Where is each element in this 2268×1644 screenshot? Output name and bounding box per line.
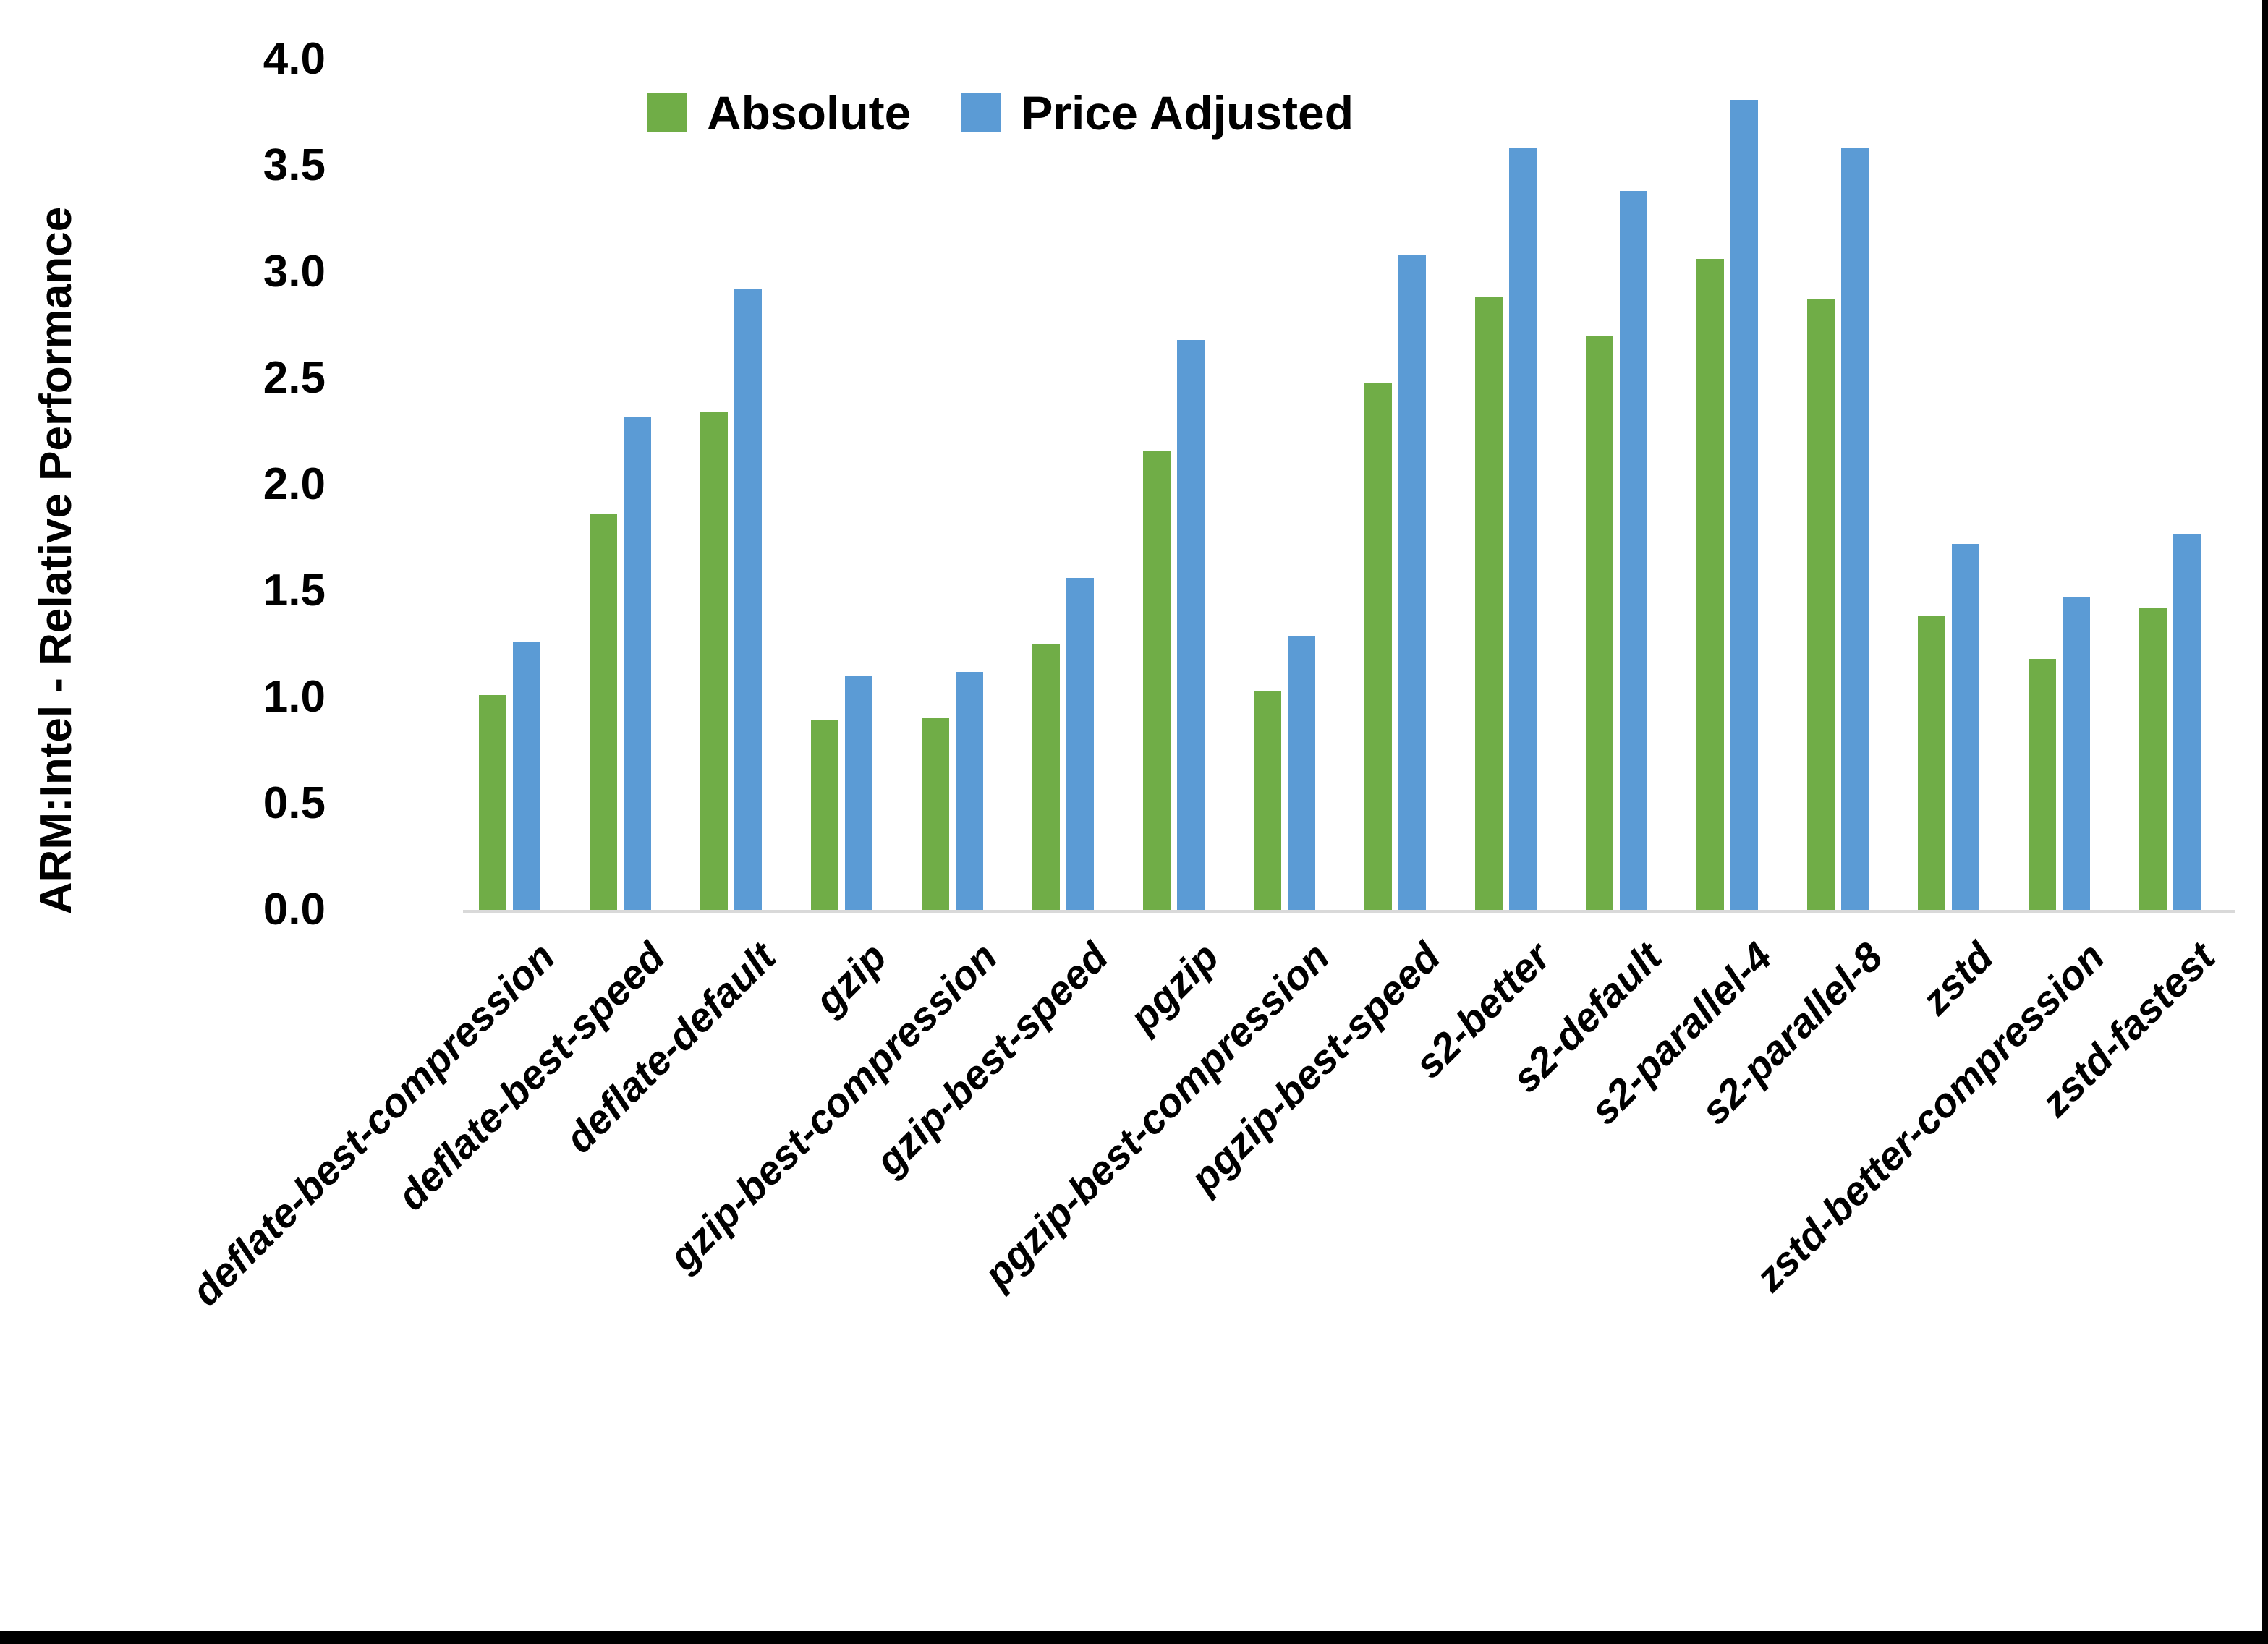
bar-pgzip-best-compression-price-adjusted[interactable] — [1288, 636, 1315, 910]
frame-bottom-edge — [0, 1631, 2268, 1644]
y-tick-label: 3.0 — [263, 247, 326, 297]
bar-group-pgzip-best-compression — [1254, 59, 1316, 910]
bar-s2-parallel-8-absolute[interactable] — [1807, 299, 1835, 910]
legend-label: Price Adjusted — [1021, 86, 1354, 140]
bar-deflate-best-speed-absolute[interactable] — [590, 514, 617, 910]
legend: Absolute Price Adjusted — [647, 85, 1354, 140]
bar-group-s2-parallel-4 — [1696, 59, 1759, 910]
bar-group-deflate-default — [700, 59, 763, 910]
bar-group-pgzip-best-speed — [1364, 59, 1427, 910]
legend-label: Absolute — [707, 86, 912, 140]
bar-pgzip-best-speed-price-adjusted[interactable] — [1398, 255, 1426, 910]
bar-pgzip-absolute[interactable] — [1143, 451, 1171, 910]
frame-right-edge — [2262, 0, 2268, 1644]
bar-group-s2-better — [1475, 59, 1537, 910]
bar-s2-better-absolute[interactable] — [1475, 297, 1503, 910]
bar-s2-better-price-adjusted[interactable] — [1509, 148, 1537, 910]
legend-swatch-icon — [647, 93, 687, 132]
bar-s2-parallel-8-price-adjusted[interactable] — [1841, 148, 1869, 910]
bar-group-deflate-best-compression — [479, 59, 541, 910]
y-axis-title: ARM:Intel - Relative Performance — [31, 206, 81, 915]
y-tick-label: 2.0 — [263, 459, 326, 509]
y-tick-label: 0.0 — [263, 885, 326, 934]
bar-deflate-default-price-adjusted[interactable] — [734, 289, 762, 910]
bar-zstd-absolute[interactable] — [1918, 616, 1945, 910]
x-label-gzip: gzip — [805, 933, 896, 1023]
bar-deflate-best-compression-absolute[interactable] — [479, 695, 506, 910]
bar-pgzip-best-compression-absolute[interactable] — [1254, 691, 1281, 910]
y-tick-label: 3.5 — [263, 140, 326, 190]
bar-deflate-default-absolute[interactable] — [700, 412, 728, 910]
bar-group-s2-default — [1586, 59, 1648, 910]
y-tick-label: 1.5 — [263, 566, 326, 616]
bar-gzip-best-speed-price-adjusted[interactable] — [1066, 578, 1094, 910]
bar-zstd-fastest-price-adjusted[interactable] — [2173, 534, 2201, 910]
bar-zstd-better-compression-price-adjusted[interactable] — [2063, 597, 2090, 910]
bar-group-gzip — [811, 59, 873, 910]
bar-deflate-best-speed-price-adjusted[interactable] — [624, 417, 651, 910]
bar-s2-default-absolute[interactable] — [1586, 336, 1613, 910]
bar-zstd-better-compression-absolute[interactable] — [2029, 659, 2056, 910]
bar-zstd-price-adjusted[interactable] — [1952, 544, 1979, 910]
x-label-pgzip: pgzip — [1120, 933, 1228, 1041]
bar-s2-parallel-4-absolute[interactable] — [1696, 259, 1724, 910]
bar-s2-default-price-adjusted[interactable] — [1620, 191, 1647, 910]
bar-group-gzip-best-speed — [1032, 59, 1095, 910]
legend-item-absolute[interactable]: Absolute — [647, 85, 911, 140]
bar-s2-parallel-4-price-adjusted[interactable] — [1730, 100, 1758, 910]
bar-group-deflate-best-speed — [590, 59, 652, 910]
bar-pgzip-best-speed-absolute[interactable] — [1364, 383, 1392, 910]
legend-swatch-icon — [961, 93, 1001, 132]
bar-group-zstd — [1918, 59, 1980, 910]
x-label-zstd: zstd — [1912, 933, 2002, 1023]
bar-zstd-fastest-absolute[interactable] — [2139, 608, 2167, 910]
y-tick-label: 2.5 — [263, 353, 326, 403]
bar-group-pgzip — [1143, 59, 1205, 910]
y-tick-label: 0.5 — [263, 778, 326, 828]
bar-pgzip-price-adjusted[interactable] — [1177, 340, 1205, 910]
bar-group-zstd-fastest — [2139, 59, 2201, 910]
y-tick-label: 4.0 — [263, 34, 326, 84]
y-tick-label: 1.0 — [263, 672, 326, 722]
bar-group-s2-parallel-8 — [1807, 59, 1869, 910]
bar-group-zstd-better-compression — [2029, 59, 2091, 910]
bar-gzip-best-compression-price-adjusted[interactable] — [956, 672, 983, 910]
bar-deflate-best-compression-price-adjusted[interactable] — [513, 642, 540, 910]
bar-gzip-absolute[interactable] — [811, 720, 838, 910]
plot-area — [463, 59, 2235, 913]
bar-group-gzip-best-compression — [922, 59, 984, 910]
bar-gzip-best-compression-absolute[interactable] — [922, 718, 949, 910]
bar-gzip-best-speed-absolute[interactable] — [1032, 644, 1060, 910]
legend-item-price-adjusted[interactable]: Price Adjusted — [961, 85, 1354, 140]
bar-gzip-price-adjusted[interactable] — [845, 676, 872, 910]
